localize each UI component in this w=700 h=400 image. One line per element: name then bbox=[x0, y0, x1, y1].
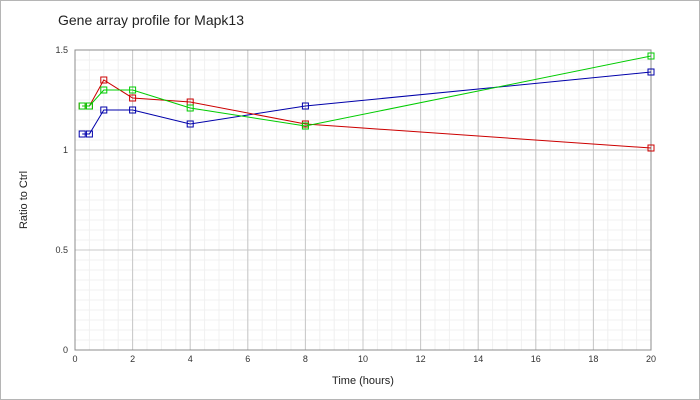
y-tick-label: 0 bbox=[63, 345, 68, 355]
x-axis-label: Time (hours) bbox=[332, 375, 394, 387]
x-tick-label: 14 bbox=[473, 354, 483, 364]
y-axis-ticks: 0 0.5 1 1.5 bbox=[55, 45, 68, 355]
x-tick-label: 12 bbox=[416, 354, 426, 364]
y-tick-label: 1 bbox=[63, 145, 68, 155]
data-point bbox=[647, 52, 655, 60]
data-point bbox=[301, 122, 309, 130]
data-point bbox=[100, 86, 108, 94]
data-point bbox=[100, 106, 108, 114]
x-tick-label: 2 bbox=[130, 354, 135, 364]
data-point bbox=[647, 144, 655, 152]
x-axis-ticks: 0 2 4 6 8 10 12 14 16 18 20 bbox=[72, 354, 656, 364]
x-tick-label: 8 bbox=[303, 354, 308, 364]
data-point bbox=[186, 120, 194, 128]
data-point bbox=[129, 94, 137, 102]
data-point bbox=[100, 76, 108, 84]
x-tick-label: 10 bbox=[358, 354, 368, 364]
data-point bbox=[129, 86, 137, 94]
series-3 bbox=[78, 52, 655, 130]
series-layer bbox=[78, 52, 655, 152]
data-point bbox=[647, 68, 655, 76]
x-tick-label: 20 bbox=[646, 354, 656, 364]
series-1 bbox=[78, 68, 655, 138]
x-tick-label: 18 bbox=[588, 354, 598, 364]
data-point bbox=[85, 130, 93, 138]
data-point bbox=[78, 130, 86, 138]
x-tick-label: 4 bbox=[188, 354, 193, 364]
x-tick-label: 0 bbox=[72, 354, 77, 364]
chart-title: Gene array profile for Mapk13 bbox=[58, 12, 244, 28]
series-line bbox=[82, 55, 652, 127]
data-point bbox=[301, 102, 309, 110]
y-tick-label: 1.5 bbox=[55, 45, 68, 55]
data-point bbox=[186, 104, 194, 112]
plot-area bbox=[74, 49, 652, 351]
x-tick-label: 6 bbox=[245, 354, 250, 364]
series-line bbox=[82, 71, 652, 135]
y-tick-label: 0.5 bbox=[55, 245, 68, 255]
x-tick-label: 16 bbox=[531, 354, 541, 364]
y-axis-label: Ratio to Ctrl bbox=[18, 171, 30, 229]
data-point bbox=[85, 102, 93, 110]
data-point bbox=[78, 102, 86, 110]
data-point bbox=[129, 106, 137, 114]
